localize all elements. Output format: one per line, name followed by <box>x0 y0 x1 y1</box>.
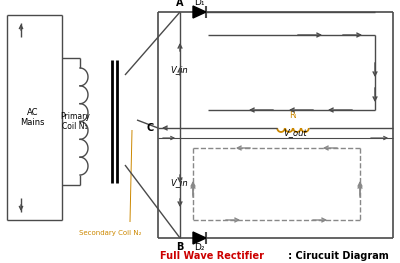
Text: A: A <box>176 0 184 8</box>
Polygon shape <box>193 6 206 18</box>
Text: : Cirucuit Diagram: : Cirucuit Diagram <box>278 251 389 261</box>
Text: C: C <box>147 123 154 133</box>
Text: AC
Mains: AC Mains <box>20 108 45 127</box>
Text: V_in: V_in <box>170 179 188 188</box>
Polygon shape <box>193 232 206 244</box>
Text: Secondary Coil N₂: Secondary Coil N₂ <box>79 230 141 236</box>
Text: Full Wave Rectifier: Full Wave Rectifier <box>160 251 264 261</box>
Text: V_out: V_out <box>284 128 307 137</box>
Text: D₂: D₂ <box>194 243 205 252</box>
Text: Primary
Coil N₁: Primary Coil N₁ <box>60 112 90 131</box>
Text: D₁: D₁ <box>194 0 205 7</box>
Text: V_in: V_in <box>170 65 188 74</box>
Text: Rₗ: Rₗ <box>289 111 297 120</box>
Text: B: B <box>176 242 184 252</box>
